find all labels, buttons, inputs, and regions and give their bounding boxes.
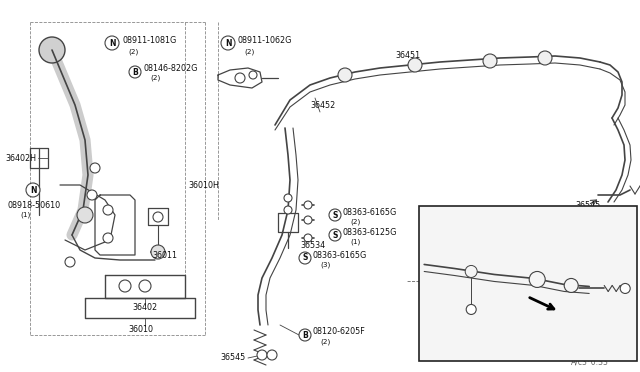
Text: 08120-6205F: 08120-6205F xyxy=(543,211,596,219)
Text: 08363-6125G: 08363-6125G xyxy=(343,228,397,237)
Text: (2): (2) xyxy=(244,49,254,55)
Text: A/c3*0:33: A/c3*0:33 xyxy=(571,357,609,366)
Text: 08918-50610: 08918-50610 xyxy=(7,201,60,209)
Text: (1): (1) xyxy=(350,239,360,245)
Text: 08363-6165G: 08363-6165G xyxy=(343,208,397,217)
Text: (1): (1) xyxy=(20,212,30,218)
Text: (2): (2) xyxy=(514,311,524,318)
Circle shape xyxy=(466,304,476,314)
Text: S: S xyxy=(302,253,308,263)
Circle shape xyxy=(87,190,97,200)
Text: 36402: 36402 xyxy=(132,304,157,312)
Text: 08911-1081G: 08911-1081G xyxy=(122,35,176,45)
Circle shape xyxy=(564,279,578,292)
Circle shape xyxy=(26,183,40,197)
Text: 36452: 36452 xyxy=(310,100,335,109)
Text: 36451: 36451 xyxy=(395,51,420,60)
Circle shape xyxy=(304,234,312,242)
Circle shape xyxy=(304,216,312,224)
Circle shape xyxy=(465,266,477,278)
Circle shape xyxy=(284,194,292,202)
Circle shape xyxy=(329,229,341,241)
Circle shape xyxy=(39,37,65,63)
Circle shape xyxy=(338,68,352,82)
Text: (2): (2) xyxy=(550,222,560,228)
Text: 36010: 36010 xyxy=(128,326,153,334)
Text: 36010H: 36010H xyxy=(188,180,219,189)
Circle shape xyxy=(235,73,245,83)
Text: 08911-1062G: 08911-1062G xyxy=(237,35,291,45)
Circle shape xyxy=(151,245,165,259)
Text: B: B xyxy=(302,330,308,340)
Circle shape xyxy=(105,36,119,50)
Text: 08146-8202G: 08146-8202G xyxy=(143,64,197,73)
Circle shape xyxy=(103,205,113,215)
Circle shape xyxy=(119,280,131,292)
Circle shape xyxy=(329,209,341,221)
Text: (2): (2) xyxy=(150,75,160,81)
Text: 36011: 36011 xyxy=(152,250,177,260)
Circle shape xyxy=(538,51,552,65)
Text: 36402H: 36402H xyxy=(5,154,36,163)
Text: (3): (3) xyxy=(320,262,330,268)
Text: 36545: 36545 xyxy=(220,353,245,362)
Text: N: N xyxy=(109,38,115,48)
Circle shape xyxy=(77,207,93,223)
Circle shape xyxy=(129,66,141,78)
Text: (2): (2) xyxy=(350,219,360,225)
Bar xyxy=(419,206,637,361)
Text: S: S xyxy=(332,211,338,219)
Circle shape xyxy=(529,272,545,288)
Circle shape xyxy=(408,58,422,72)
Circle shape xyxy=(529,212,541,224)
Text: 08120-6205F: 08120-6205F xyxy=(313,327,365,337)
Text: F/RR DISC BRAKES (4S.SE): F/RR DISC BRAKES (4S.SE) xyxy=(424,216,529,225)
Circle shape xyxy=(304,201,312,209)
Text: 36545: 36545 xyxy=(575,201,600,209)
Circle shape xyxy=(284,206,292,214)
Circle shape xyxy=(257,350,267,360)
Text: 08120-6205F: 08120-6205F xyxy=(507,299,560,308)
Text: 36451D: 36451D xyxy=(585,228,616,237)
Circle shape xyxy=(620,283,630,294)
Text: (2): (2) xyxy=(128,49,138,55)
Circle shape xyxy=(299,329,311,341)
Circle shape xyxy=(299,252,311,264)
Text: B: B xyxy=(132,67,138,77)
Text: S: S xyxy=(332,231,338,240)
Circle shape xyxy=(65,257,75,267)
Circle shape xyxy=(249,71,257,79)
Text: 36534: 36534 xyxy=(300,241,325,250)
Circle shape xyxy=(267,350,277,360)
Text: N: N xyxy=(225,38,231,48)
Text: B: B xyxy=(532,214,538,222)
Circle shape xyxy=(153,212,163,222)
Text: (2): (2) xyxy=(320,339,330,345)
Circle shape xyxy=(103,233,113,243)
Circle shape xyxy=(139,280,151,292)
Text: 36545: 36545 xyxy=(564,310,589,319)
Text: N: N xyxy=(29,186,36,195)
Circle shape xyxy=(493,301,505,312)
Circle shape xyxy=(90,163,100,173)
Text: B: B xyxy=(497,302,502,311)
Circle shape xyxy=(483,54,497,68)
Circle shape xyxy=(221,36,235,50)
Text: 08363-6165G: 08363-6165G xyxy=(313,250,367,260)
